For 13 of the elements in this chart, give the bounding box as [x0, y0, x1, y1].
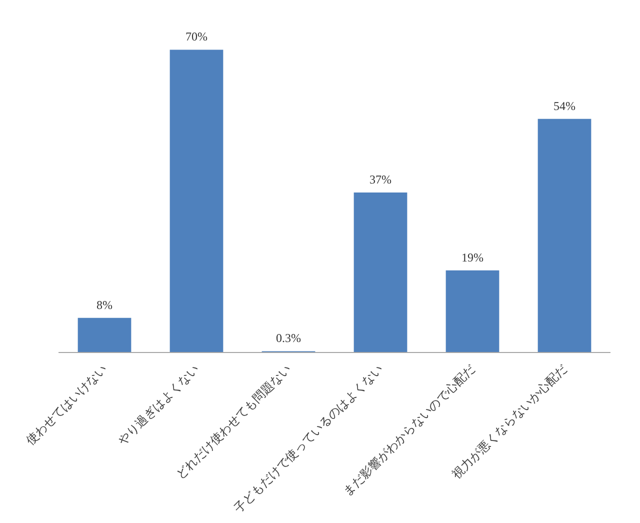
- x-tick-label: 使わせてはいけない: [23, 362, 110, 448]
- data-label: 19%: [462, 250, 484, 264]
- bar: [354, 192, 408, 352]
- data-label: 37%: [370, 172, 392, 186]
- data-label: 0.3%: [276, 331, 301, 346]
- bar: [538, 118, 592, 352]
- data-label: 54%: [554, 98, 576, 113]
- data-label: 8%: [96, 298, 112, 312]
- x-tick-label: やり過ぎはよくない: [115, 362, 202, 448]
- bar: [446, 270, 500, 352]
- data-label: 70%: [186, 30, 208, 44]
- bar: [170, 50, 224, 352]
- bar: [78, 318, 132, 352]
